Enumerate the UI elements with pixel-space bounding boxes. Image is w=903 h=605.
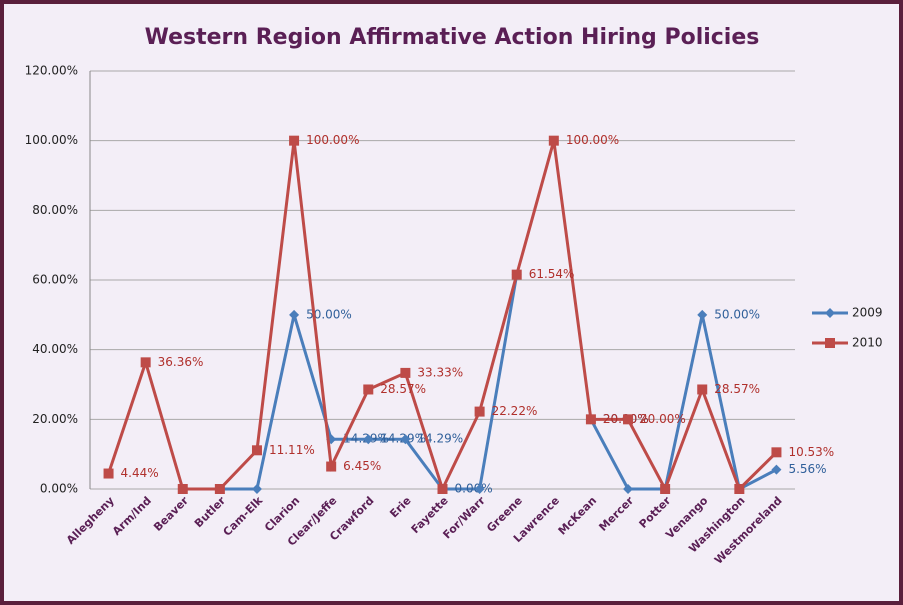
y-tick-label: 20.00% bbox=[32, 412, 78, 426]
data-label: 36.36% bbox=[158, 355, 204, 369]
y-tick-label: 80.00% bbox=[32, 203, 78, 217]
marker bbox=[623, 484, 634, 494]
marker bbox=[697, 384, 708, 395]
marker bbox=[474, 484, 485, 494]
data-label: 20.00% bbox=[640, 412, 686, 426]
marker bbox=[697, 309, 708, 320]
data-label: 22.22% bbox=[492, 404, 538, 418]
data-label: 28.57% bbox=[714, 382, 760, 396]
data-label: 100.00% bbox=[306, 133, 359, 147]
data-label: 4.44% bbox=[121, 466, 159, 480]
y-tick-label: 0.00% bbox=[40, 482, 78, 496]
legend-label: 2010 bbox=[852, 336, 883, 350]
y-tick-label: 100.00% bbox=[25, 133, 78, 147]
marker bbox=[511, 269, 522, 280]
marker bbox=[771, 447, 782, 458]
marker bbox=[400, 367, 411, 378]
data-label: 61.54% bbox=[529, 267, 575, 281]
data-label: 100.00% bbox=[566, 133, 619, 147]
series-line bbox=[589, 314, 778, 492]
marker bbox=[289, 135, 300, 146]
legend-marker bbox=[825, 308, 835, 318]
marker bbox=[400, 434, 411, 445]
y-tick-label: 40.00% bbox=[32, 342, 78, 356]
legend-marker bbox=[825, 338, 835, 348]
marker bbox=[177, 484, 188, 494]
data-label: 50.00% bbox=[714, 307, 760, 321]
marker bbox=[363, 434, 374, 445]
y-tick-label: 60.00% bbox=[32, 273, 78, 287]
y-tick-label: 120.00% bbox=[25, 64, 78, 78]
marker bbox=[437, 484, 448, 494]
marker bbox=[585, 414, 596, 425]
marker bbox=[363, 384, 374, 395]
marker bbox=[251, 484, 262, 494]
marker bbox=[734, 484, 745, 494]
data-label: 5.56% bbox=[788, 462, 826, 476]
marker bbox=[660, 484, 671, 494]
data-label: 11.11% bbox=[269, 443, 315, 457]
marker bbox=[548, 135, 559, 146]
data-label: 10.53% bbox=[788, 445, 834, 459]
chart-title: Western Region Affirmative Action Hiring… bbox=[145, 25, 760, 50]
marker bbox=[623, 414, 634, 425]
data-label: 6.45% bbox=[343, 459, 381, 473]
legend-label: 2009 bbox=[852, 306, 883, 320]
marker bbox=[251, 445, 262, 456]
marker bbox=[214, 484, 225, 494]
marker bbox=[289, 309, 300, 320]
marker bbox=[474, 406, 485, 417]
marker bbox=[326, 461, 337, 472]
data-label: 0.00% bbox=[455, 482, 493, 496]
marker bbox=[103, 468, 114, 479]
data-label: 33.33% bbox=[417, 365, 463, 379]
marker bbox=[771, 464, 782, 475]
marker bbox=[140, 357, 151, 368]
data-label: 50.00% bbox=[306, 307, 352, 321]
data-label: 28.57% bbox=[380, 382, 426, 396]
